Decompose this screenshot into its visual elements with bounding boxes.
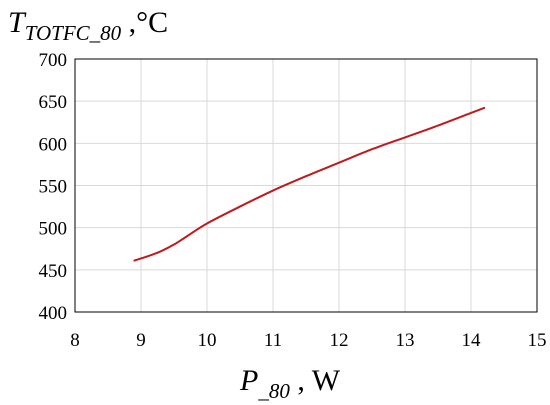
x-axis-symbol: P — [239, 364, 258, 397]
x-tick-label: 15 — [528, 330, 547, 351]
gridlines — [74, 58, 538, 313]
y-tick-label: 550 — [39, 177, 68, 198]
y-axis-tick-labels: 400 450 500 550 600 650 700 — [39, 50, 68, 324]
y-axis-title: TTOTFC_80 ,°C — [8, 6, 168, 45]
x-tick-label: 9 — [136, 330, 146, 351]
x-axis-subscript: _80 — [257, 379, 290, 403]
y-tick-label: 400 — [39, 303, 68, 324]
x-tick-label: 12 — [330, 330, 349, 351]
x-axis-title: P_80 , W — [239, 364, 341, 403]
x-axis-tick-labels: 8 9 10 11 12 13 14 15 — [70, 330, 546, 351]
x-axis-unit: , W — [290, 364, 341, 397]
series-layer — [133, 106, 486, 262]
x-tick-label: 10 — [198, 330, 217, 351]
y-tick-label: 650 — [39, 92, 68, 113]
x-tick-label: 11 — [264, 330, 282, 351]
x-tick-label: 13 — [396, 330, 415, 351]
y-tick-label: 500 — [39, 219, 68, 240]
plot-frame — [74, 58, 538, 313]
y-axis-unit: ,°C — [121, 6, 168, 39]
y-axis-symbol: T — [8, 6, 27, 39]
x-tick-label: 8 — [70, 330, 80, 351]
y-axis-subscript: TOTFC_80 — [25, 21, 122, 45]
x-tick-label: 14 — [462, 330, 482, 351]
series-line — [133, 106, 486, 262]
y-tick-label: 600 — [39, 134, 68, 155]
y-tick-label: 700 — [39, 50, 68, 71]
y-tick-label: 450 — [39, 261, 68, 282]
